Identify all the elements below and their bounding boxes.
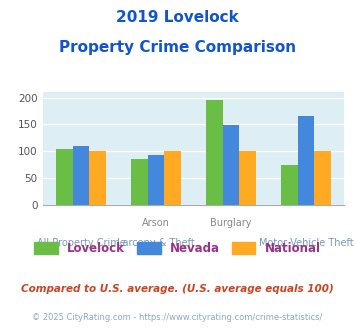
Bar <box>73 146 89 205</box>
Bar <box>56 149 73 205</box>
Legend: Lovelock, Nevada, National: Lovelock, Nevada, National <box>29 237 326 259</box>
Bar <box>131 159 148 205</box>
Text: 2019 Lovelock: 2019 Lovelock <box>116 10 239 25</box>
Bar <box>223 125 239 205</box>
Text: Motor Vehicle Theft: Motor Vehicle Theft <box>258 238 353 248</box>
Text: Larceny & Theft: Larceny & Theft <box>117 238 195 248</box>
Text: All Property Crime: All Property Crime <box>37 238 125 248</box>
Bar <box>239 151 256 205</box>
Bar <box>297 116 314 205</box>
Text: Compared to U.S. average. (U.S. average equals 100): Compared to U.S. average. (U.S. average … <box>21 284 334 294</box>
Bar <box>164 151 181 205</box>
Bar <box>281 165 297 205</box>
Bar <box>148 155 164 205</box>
Text: Burglary: Burglary <box>210 218 252 228</box>
Text: © 2025 CityRating.com - https://www.cityrating.com/crime-statistics/: © 2025 CityRating.com - https://www.city… <box>32 314 323 322</box>
Text: Property Crime Comparison: Property Crime Comparison <box>59 40 296 54</box>
Bar <box>206 100 223 205</box>
Bar <box>89 151 106 205</box>
Bar <box>314 151 331 205</box>
Text: Arson: Arson <box>142 218 170 228</box>
